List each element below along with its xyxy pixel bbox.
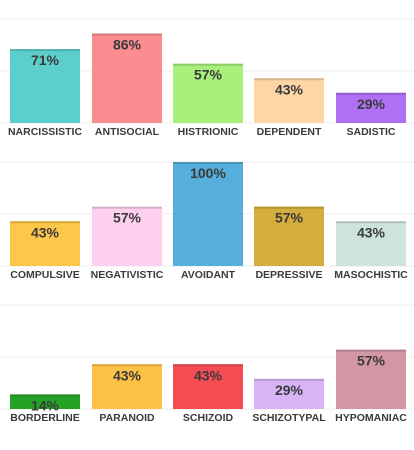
bar-top-edge <box>92 364 162 367</box>
bar-histrionic <box>173 63 243 123</box>
bar-top-edge <box>336 349 406 352</box>
category-label: SADISTIC <box>346 126 395 138</box>
bar-value-label: 29% <box>275 382 304 398</box>
bar-antisocial <box>92 33 162 124</box>
category-label: BORDERLINE <box>10 412 79 424</box>
category-label: AVOIDANT <box>181 269 236 281</box>
bar-value-label: 57% <box>194 67 223 83</box>
category-label: HISTRIONIC <box>178 126 239 138</box>
category-label: PARANOID <box>99 412 155 424</box>
bar-schizotypal <box>254 378 324 409</box>
bar-value-label: 86% <box>113 37 142 53</box>
category-label: COMPULSIVE <box>10 269 79 281</box>
bar-schizoid <box>173 364 243 409</box>
bar-compulsive <box>10 221 80 266</box>
bar-value-label: 43% <box>31 224 60 240</box>
bar-top-edge <box>336 221 406 224</box>
category-label: MASOCHISTIC <box>334 269 408 281</box>
category-label: NARCISSISTIC <box>8 126 83 138</box>
chart-panel-2: 43% COMPULSIVE 57% NEGATIVISTIC 100% AVOIDANT… <box>0 161 414 281</box>
chart-panel-3: 14%BORDERLINE 43% PARANOID 43% SCHIZOID 29% SC… <box>0 304 414 424</box>
bar-top-edge <box>92 33 162 36</box>
chart-panel-1: 71% NARCISSISTIC 86% ANTISOCIAL 57% HISTRIONI… <box>0 18 414 138</box>
category-label: DEPENDENT <box>257 126 322 138</box>
bar-top-edge <box>92 206 162 209</box>
bar-borderline <box>10 394 80 409</box>
bar-top-edge <box>173 162 243 164</box>
bar-value-label: 57% <box>113 210 142 226</box>
category-label: SCHIZOTYPAL <box>252 412 326 424</box>
bar-value-label: 57% <box>357 353 386 369</box>
bar-value-label: 100% <box>190 165 226 181</box>
category-label: HYPOMANIAC <box>335 412 407 424</box>
bar-avoidant <box>173 162 243 266</box>
category-label: SCHIZOID <box>183 412 234 424</box>
bar-value-label: 57% <box>275 210 304 226</box>
bar-value-label: 71% <box>31 52 60 68</box>
bar-top-edge <box>254 78 324 81</box>
bar-top-edge <box>10 394 80 397</box>
category-label: ANTISOCIAL <box>95 126 160 138</box>
bar-top-edge <box>336 92 406 95</box>
bar-narcissistic <box>10 49 80 123</box>
bar-top-edge <box>254 378 324 381</box>
bar-depressive <box>254 206 324 266</box>
bar-value-label: 14% <box>31 397 60 413</box>
bar-negativistic <box>92 206 162 266</box>
bar-top-edge <box>10 49 80 52</box>
bar-top-edge <box>254 206 324 209</box>
bar-value-label: 43% <box>275 81 304 97</box>
bar-value-label: 43% <box>194 367 223 383</box>
bar-sadistic <box>336 92 406 123</box>
bar-masochistic <box>336 221 406 266</box>
bar-top-edge <box>10 221 80 224</box>
bar-value-label: 43% <box>113 367 142 383</box>
bar-value-label: 29% <box>357 96 386 112</box>
category-label: NEGATIVISTIC <box>91 269 164 281</box>
bar-hypomaniac <box>336 349 406 409</box>
bar-top-edge <box>173 364 243 367</box>
category-label: DEPRESSIVE <box>255 269 322 281</box>
bar-top-edge <box>173 63 243 66</box>
bar-dependent <box>254 78 324 123</box>
bar-paranoid <box>92 364 162 409</box>
bar-value-label: 43% <box>357 224 386 240</box>
